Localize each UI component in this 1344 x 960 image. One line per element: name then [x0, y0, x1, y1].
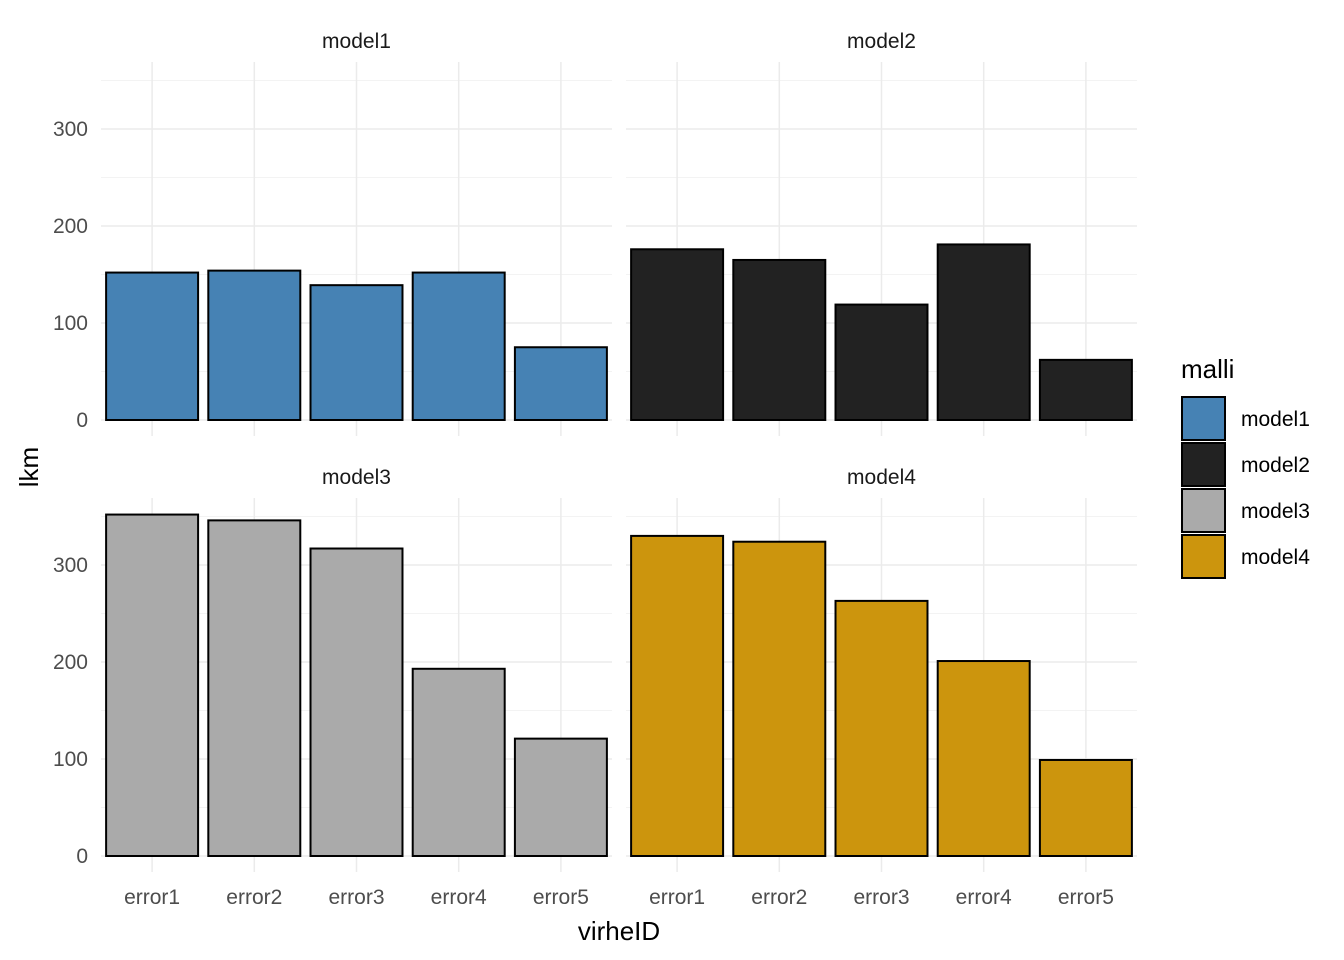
bar-model4-error1	[630, 534, 725, 858]
bar-model3-error1	[105, 513, 200, 857]
facet-panel-model1: model1 0 100 200 300	[53, 30, 612, 436]
legend-key-swatch	[1181, 442, 1226, 487]
facet-strip-label: model4	[847, 466, 916, 489]
legend-item-model3: model3	[1181, 488, 1310, 533]
bar-model2-error5	[1038, 358, 1133, 421]
y-tick-label: 200	[53, 651, 88, 674]
x-tick-label: error5	[1058, 886, 1114, 909]
y-tick-label: 100	[53, 748, 88, 771]
y-tick-label: 0	[76, 409, 88, 432]
bar-model1-error1	[105, 271, 200, 421]
legend-label: model2	[1241, 454, 1310, 477]
facet-panels: model1 0 100 200 300 model2 model3 0 100 200 300 er…	[53, 30, 1137, 909]
bar-model3-error4	[411, 667, 506, 857]
y-tick-label: 100	[53, 312, 88, 335]
facet-strip-label: model3	[322, 466, 391, 489]
bar-model1-error5	[513, 346, 608, 421]
y-tick-label: 0	[76, 845, 88, 868]
y-tick-label: 200	[53, 215, 88, 238]
x-tick-label: error1	[124, 886, 180, 909]
x-tick-label: error2	[751, 886, 807, 909]
legend: malli model1 model2 model3 model4	[1181, 354, 1310, 579]
y-tick-label: 300	[53, 118, 88, 141]
bar-model3-error5	[513, 737, 608, 858]
legend-label: model1	[1241, 408, 1310, 431]
x-tick-label: error5	[533, 886, 589, 909]
legend-key-swatch	[1181, 396, 1226, 441]
x-tick-label: error3	[328, 886, 384, 909]
facet-strip-label: model2	[847, 30, 916, 53]
legend-label: model3	[1241, 500, 1310, 523]
bar-model2-error3	[834, 303, 929, 422]
bar-model1-error3	[309, 284, 404, 422]
bar-model2-error2	[732, 258, 827, 422]
legend-item-model1: model1	[1181, 396, 1310, 441]
x-tick-label: error2	[226, 886, 282, 909]
x-tick-label: error4	[956, 886, 1012, 909]
bar-model4-error5	[1038, 758, 1133, 857]
facet-panel-model2: model2	[626, 30, 1137, 436]
bar-model3-error2	[207, 519, 302, 857]
bar-model4-error4	[936, 660, 1031, 858]
x-axis-title: virheID	[578, 916, 660, 946]
facet-panel-model4: model4 error1 error2 error3 error4 error5	[626, 466, 1137, 909]
legend-item-model4: model4	[1181, 534, 1310, 579]
legend-title: malli	[1181, 354, 1234, 384]
y-tick-label: 300	[53, 554, 88, 577]
bar-model3-error3	[309, 547, 404, 857]
bar-model1-error4	[411, 271, 506, 421]
x-tick-label: error4	[431, 886, 487, 909]
x-tick-label: error3	[853, 886, 909, 909]
legend-key-swatch	[1181, 534, 1226, 579]
legend-key-swatch	[1181, 488, 1226, 533]
bar-model4-error3	[834, 599, 929, 858]
bar-model2-error1	[630, 248, 725, 421]
legend-item-model2: model2	[1181, 442, 1310, 487]
facet-strip-label: model1	[322, 30, 391, 53]
x-tick-label: error1	[649, 886, 705, 909]
bar-model1-error2	[207, 269, 302, 421]
bar-model2-error4	[936, 243, 1031, 421]
facet-panel-model3: model3 0 100 200 300 error1 error2 error3 error4…	[53, 466, 612, 909]
legend-label: model4	[1241, 546, 1310, 569]
legend-items: model1 model2 model3 model4	[1181, 396, 1310, 579]
y-axis-title: lkm	[14, 447, 44, 487]
bar-model4-error2	[732, 540, 827, 857]
